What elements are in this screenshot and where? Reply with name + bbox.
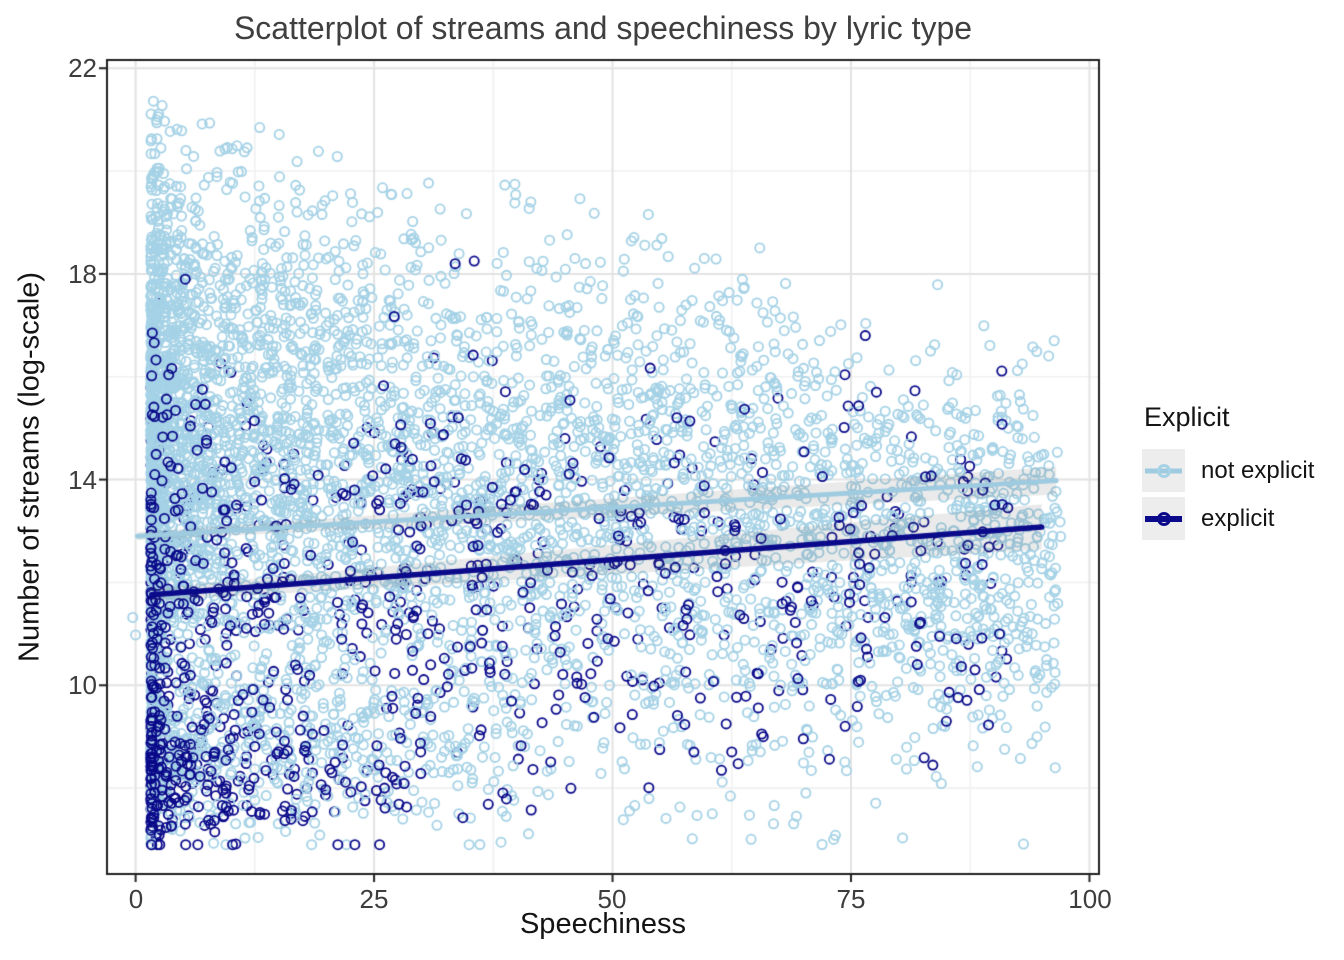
x-tick-label: 0 [128, 884, 144, 914]
legend-label: explicit [1201, 504, 1275, 532]
legend-item-not-explicit: not explicit [1142, 449, 1342, 492]
legend-item-explicit: explicit [1142, 497, 1342, 540]
y-tick-label: 22 [68, 53, 97, 83]
legend-title: Explicit [1144, 402, 1230, 432]
point-circle-icon [1156, 511, 1171, 526]
y-tick-label: 10 [68, 670, 97, 700]
legend-key-explicit-icon [1142, 497, 1185, 540]
x-tick-label: 75 [836, 884, 866, 914]
x-tick-label: 50 [597, 884, 627, 914]
legend: Explicit not explicit explicit [1142, 402, 1342, 545]
x-axis-title: Speechiness [519, 908, 687, 940]
x-tick-label: 25 [359, 884, 389, 914]
y-tick-label: 18 [68, 259, 97, 289]
point-circle-icon [1156, 463, 1171, 478]
x-tick-label: 100 [1068, 884, 1112, 914]
y-tick-label: 14 [68, 465, 97, 495]
chart-title: Scatterplot of streams and speechiness b… [233, 10, 973, 46]
legend-label: not explicit [1201, 456, 1315, 484]
legend-key-not-explicit-icon [1142, 449, 1185, 492]
